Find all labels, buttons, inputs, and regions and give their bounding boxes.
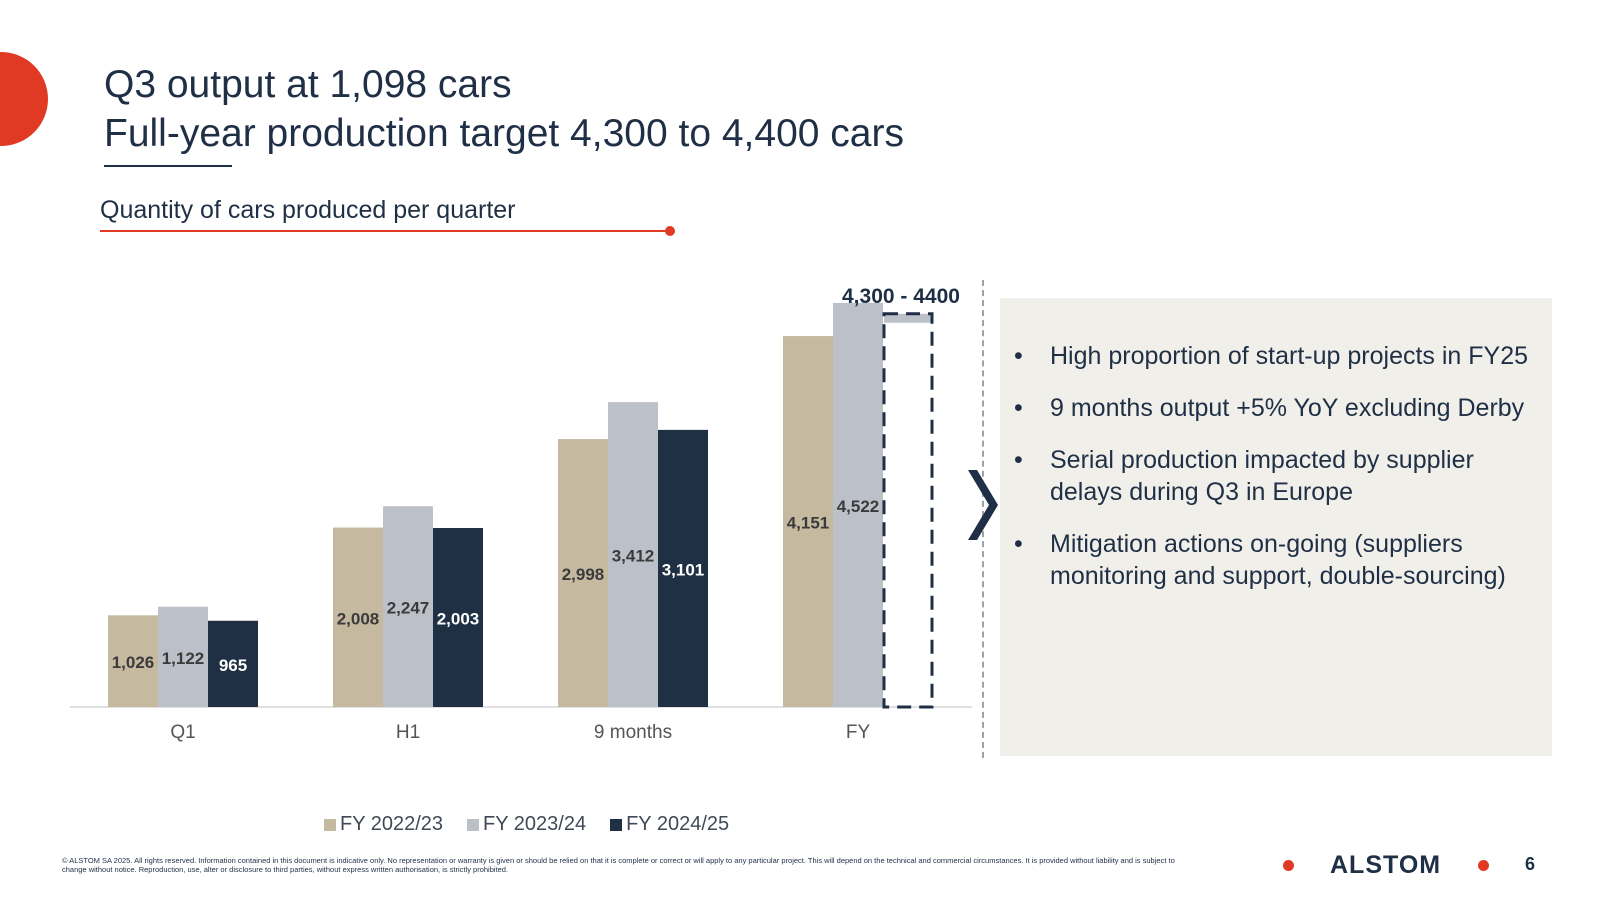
bullet-marker: • [1014, 342, 1023, 370]
chart-subtitle: Quantity of cars produced per quarter [100, 196, 516, 224]
data-label: 4,151 [787, 514, 830, 533]
bullet-item: • Mitigation actions on-going (suppliers … [1012, 528, 1547, 592]
bar-1-h1 [333, 527, 383, 707]
bullet-list: • High proportion of start-up projects in… [1012, 340, 1547, 612]
footer-dot-left [1283, 860, 1294, 871]
data-label: 965 [219, 656, 247, 675]
bar-3-h1 [433, 528, 483, 707]
target-range-bar-outline [882, 312, 934, 709]
bar-3-9-months [658, 429, 708, 707]
data-label: 3,412 [612, 547, 655, 566]
page-title: Q3 output at 1,098 cars Full-year produc… [104, 60, 904, 158]
legend-label: FY 2024/25 [626, 813, 730, 835]
bullet-marker: • [1014, 530, 1023, 558]
legend-swatch [324, 818, 336, 831]
legend-item-fy2425: FY 2024/25 [610, 813, 729, 836]
bullet-text: High proportion of start-up projects in … [1050, 342, 1529, 370]
chart-legend: FY 2022/23 FY 2023/24 FY 2024/25 [324, 813, 729, 836]
bullet-item: • 9 months output +5% YoY excluding Derby [1012, 392, 1547, 424]
legend-swatch [467, 818, 480, 831]
bar-2-h1 [383, 506, 433, 707]
legal-footer: © ALSTOM SA 2025. All rights reserved. I… [62, 856, 1175, 874]
legend-swatch [610, 818, 623, 831]
title-line-1: Q3 output at 1,098 cars [104, 63, 512, 106]
legend-label: FY 2022/23 [340, 813, 444, 835]
x-tick-label: FY [846, 722, 871, 743]
bar-2-fy [833, 302, 883, 707]
bullet-item: • Serial production impacted by supplier … [1012, 444, 1547, 508]
commentary-panel: • High proportion of start-up projects in… [1000, 298, 1552, 756]
bar-chart: 1,026 1,122 965 Q1 2,008 2,247 2,003 H1 2,998 3,4… [70, 302, 972, 743]
data-label: 3,101 [662, 560, 705, 579]
x-tick-label: Q1 [170, 722, 195, 743]
bar-2-q1 [158, 606, 208, 707]
data-label: 2,998 [562, 565, 605, 584]
page-number: 6 [1525, 854, 1536, 874]
target-range-band [884, 313, 932, 323]
data-label: 4,522 [837, 497, 880, 516]
title-line-2: Full-year production target 4,300 to 4,4… [104, 112, 904, 155]
chevron-right-icon [968, 470, 998, 540]
bar-1-9-months [558, 439, 608, 707]
x-tick-label: 9 months [594, 722, 672, 743]
data-label: 1,122 [162, 649, 205, 668]
subtitle-underline [100, 230, 667, 232]
bullet-text: 9 months output +5% YoY excluding Derby [1050, 394, 1525, 422]
footer-dot-right [1478, 860, 1489, 871]
decorative-red-circle [0, 52, 48, 146]
bullet-marker: • [1014, 446, 1023, 474]
bullet-text: Serial production impacted by supplier d… [1050, 446, 1474, 506]
bar-3-q1 [208, 620, 258, 707]
data-label: 1,026 [112, 653, 155, 672]
data-label: 2,247 [387, 599, 430, 618]
bar-2-9-months [608, 402, 658, 707]
title-underline [104, 165, 232, 167]
legend-item-fy2223: FY 2022/23 [324, 813, 443, 836]
alstom-logo: ALSTOM [1330, 851, 1442, 879]
data-label: 2,003 [437, 610, 480, 629]
legend-label: FY 2023/24 [483, 813, 587, 835]
target-range-label: 4,300 - 4400 [842, 285, 960, 308]
bar-1-fy [783, 336, 833, 707]
bullet-item: • High proportion of start-up projects in… [1012, 340, 1547, 372]
subtitle-dot [665, 226, 675, 236]
x-tick-label: H1 [396, 722, 420, 743]
bar-1-q1 [108, 615, 158, 707]
legend-item-fy2324: FY 2023/24 [467, 813, 586, 836]
bullet-marker: • [1014, 394, 1023, 422]
data-label: 2,008 [337, 609, 380, 628]
bullet-text: Mitigation actions on-going (suppliers m… [1050, 530, 1506, 590]
